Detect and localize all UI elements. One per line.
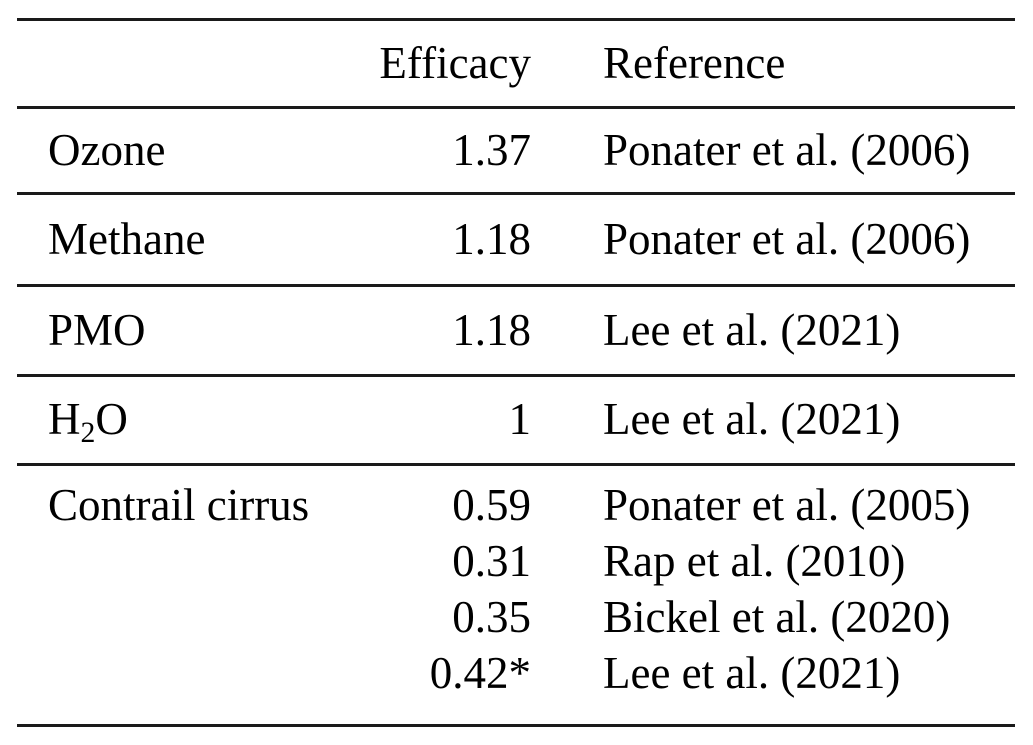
table-rule-top xyxy=(17,18,1015,21)
row-reference: Rap et al. (2010) xyxy=(603,536,906,587)
row-name: Methane xyxy=(48,213,206,264)
row-efficacy: 1.18 xyxy=(452,213,531,264)
row-name: Ozone xyxy=(48,124,166,175)
row-efficacy: 1.18 xyxy=(452,304,531,355)
chem-subscript: 2 xyxy=(80,417,96,450)
chem-tail: O xyxy=(95,394,128,445)
header-reference-cell: Reference xyxy=(603,37,786,88)
table-row-ozone: Ozone 1.37 Ponater et al. (2006) xyxy=(17,109,1015,192)
row-efficacy: 0.59 xyxy=(452,480,531,531)
chem-base: H xyxy=(48,394,81,445)
efficacy-table: Efficacy Reference Ozone 1.37 Ponater et… xyxy=(17,18,1015,727)
table-rule xyxy=(17,463,1015,466)
table-header-row: Efficacy Reference xyxy=(17,21,1015,106)
row-efficacy: 1 xyxy=(508,394,532,445)
row-efficacy: 1.37 xyxy=(452,124,531,175)
table-row-h2o: H2O 1 Lee et al. (2021) xyxy=(17,377,1015,463)
row-efficacy: 0.42* xyxy=(429,648,531,699)
table-row-pmo: PMO 1.18 Lee et al. (2021) xyxy=(17,287,1015,374)
table-rule xyxy=(17,192,1015,195)
table-rule xyxy=(17,374,1015,377)
row-efficacy: 0.31 xyxy=(452,536,531,587)
row-reference: Ponater et al. (2005) xyxy=(603,480,971,531)
table-rule xyxy=(17,106,1015,109)
row-name: Contrail cirrus xyxy=(48,480,310,531)
row-reference: Lee et al. (2021) xyxy=(603,394,901,445)
row-reference: Bickel et al. (2020) xyxy=(603,592,951,643)
row-efficacy: 0.35 xyxy=(452,592,531,643)
table-row-contrail-cirrus: Contrail cirrus 0.59 Ponater et al. (200… xyxy=(17,466,1015,724)
row-reference: Ponater et al. (2006) xyxy=(603,124,971,175)
row-name: PMO xyxy=(48,304,146,355)
row-name: H2O xyxy=(17,394,350,450)
row-reference: Ponater et al. (2006) xyxy=(603,213,971,264)
row-reference: Lee et al. (2021) xyxy=(603,304,901,355)
table-rule xyxy=(17,284,1015,287)
row-reference: Lee et al. (2021) xyxy=(603,648,901,699)
header-efficacy-cell: Efficacy xyxy=(379,37,531,88)
table-rule-bottom xyxy=(17,724,1015,727)
table-row-methane: Methane 1.18 Ponater et al. (2006) xyxy=(17,195,1015,284)
